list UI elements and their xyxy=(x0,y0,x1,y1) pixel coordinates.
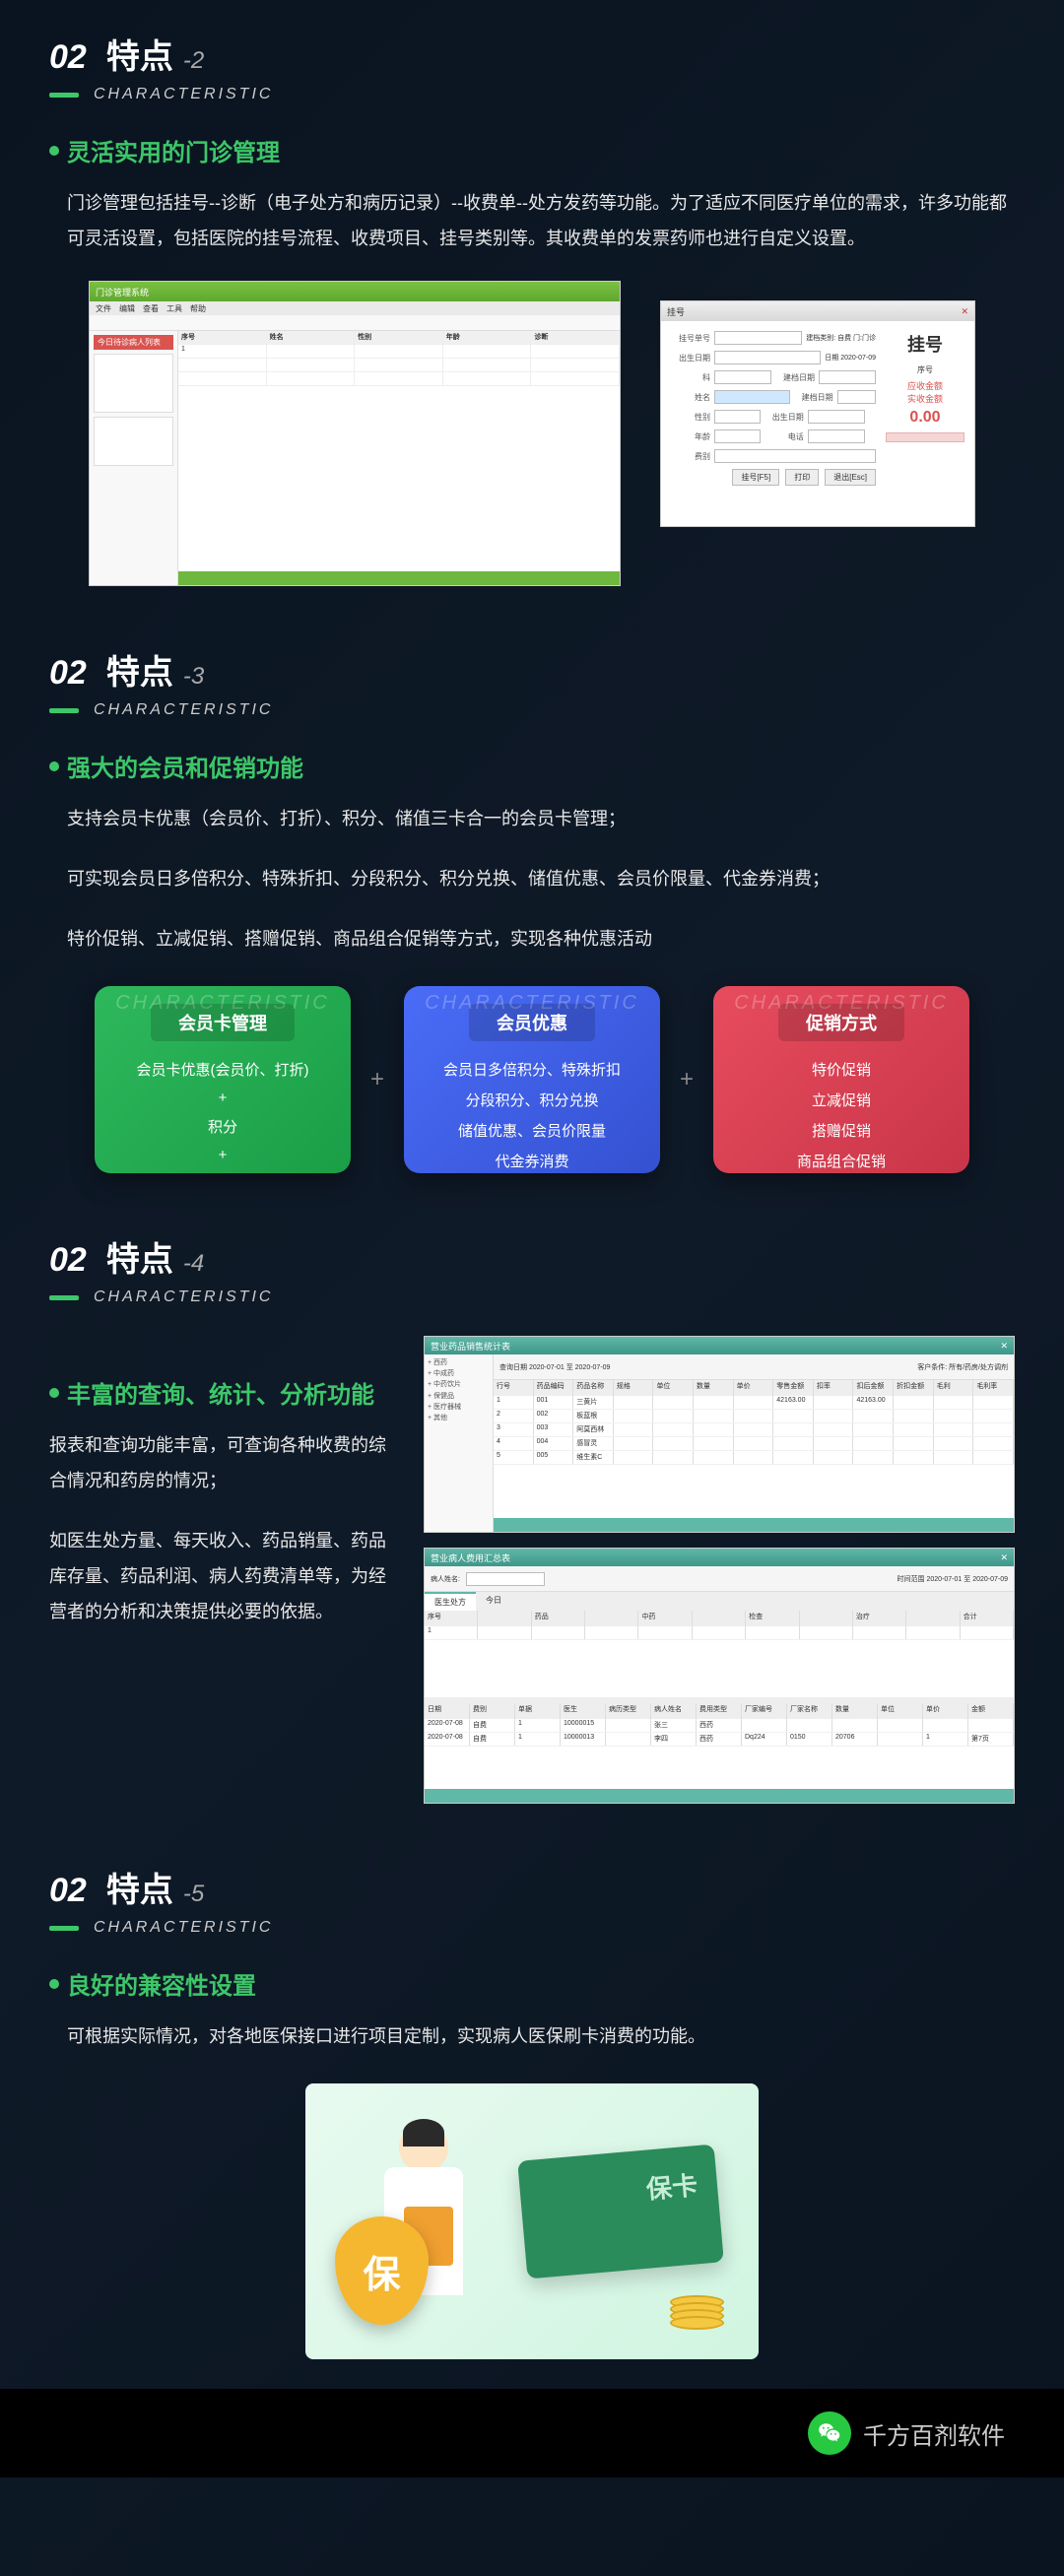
sales-stats-window: 营业药品销售统计表 ✕ + 西药 + 中成药 + 中药饮片 + 保健品 + 医疗… xyxy=(424,1336,1015,1533)
section-header: 02 特点 -2 xyxy=(49,30,1015,78)
section-feature-5: 02 特点 -5 CHARACTERISTIC 良好的兼容性设置 可根据实际情况… xyxy=(0,1833,1064,2389)
main-grid-area: 序号 姓名 性别 年龄 诊断 1 xyxy=(178,331,620,585)
feature-title: 强大的会员和促销功能 xyxy=(67,749,303,783)
feature-title-row: 灵活实用的门诊管理 xyxy=(49,133,1015,167)
section-feature-4: 02 特点 -4 CHARACTERISTIC 丰富的查询、统计、分析功能 报表… xyxy=(0,1203,1064,1833)
section-title: 特点 xyxy=(106,30,173,78)
stats-screenshots: 营业药品销售统计表 ✕ + 西药 + 中成药 + 中药饮片 + 保健品 + 医疗… xyxy=(424,1336,1015,1804)
member-discount-card: CHARACTERISTIC 会员优惠 会员日多倍积分、特殊折扣 分段积分、积分… xyxy=(404,986,660,1173)
window-titlebar: 营业病人费用汇总表 ✕ xyxy=(425,1549,1014,1566)
member-card-mgmt-card: CHARACTERISTIC 会员卡管理 会员卡优惠(会员价、打折) + 积分 … xyxy=(95,986,351,1173)
feature-cards-row: CHARACTERISTIC 会员卡管理 会员卡优惠(会员价、打折) + 积分 … xyxy=(49,986,1015,1173)
plus-icon: + xyxy=(370,1066,384,1093)
grid-header: 序号 姓名 性别 年龄 诊断 xyxy=(178,331,620,345)
filter-bar: 病人姓名: 时间范围 2020-07-01 至 2020-07-09 xyxy=(425,1566,1014,1592)
window-titlebar: 门诊管理系统 xyxy=(90,282,620,301)
insurance-card-graphic: 保卡 xyxy=(517,2145,724,2279)
dob-input[interactable] xyxy=(714,351,821,364)
feature-description: 门诊管理包括挂号--诊断（电子处方和病历记录）--收费单--处方发药等功能。为了… xyxy=(67,185,1015,256)
fee-type-select[interactable] xyxy=(714,449,876,463)
patient-name-input[interactable] xyxy=(466,1572,545,1586)
reg-no-input[interactable] xyxy=(714,331,802,345)
feature-title: 良好的兼容性设置 xyxy=(67,1966,256,2001)
window-menubar: 文件 编辑 查看 工具 帮助 xyxy=(90,301,620,315)
window-titlebar: 营业药品销售统计表 ✕ xyxy=(425,1337,1014,1354)
outpatient-window: 门诊管理系统 文件 编辑 查看 工具 帮助 今日待诊病人列表 序号 xyxy=(89,281,621,586)
registration-window: 挂号 ✕ 挂号单号建档类别: 自费 门:门诊 出生日期日期 2020-07-09… xyxy=(660,300,975,527)
registration-form: 挂号单号建档类别: 自费 门:门诊 出生日期日期 2020-07-09 科建档日… xyxy=(671,331,876,518)
tab-today[interactable]: 今日 xyxy=(476,1592,511,1611)
window-footer xyxy=(178,571,620,585)
accent-bar xyxy=(49,93,79,98)
window-toolbar xyxy=(90,315,620,331)
tab-doctor-rx[interactable]: 医生处方 xyxy=(425,1592,476,1611)
stats-text-column: 丰富的查询、统计、分析功能 报表和查询功能丰富，可查询各种收费的综合情况和药房的… xyxy=(49,1336,394,1654)
section-feature-2: 02 特点 -2 CHARACTERISTIC 灵活实用的门诊管理 门诊管理包括… xyxy=(0,0,1064,616)
stats-table: 行号药品编码药品名称规格单位数量单价零售金额扣率扣后金额折扣金额毛利毛利率 10… xyxy=(494,1380,1014,1518)
plus-icon: + xyxy=(680,1066,694,1093)
patient-cost-window: 营业病人费用汇总表 ✕ 病人姓名: 时间范围 2020-07-01 至 2020… xyxy=(424,1548,1015,1804)
shield-icon: 保 xyxy=(335,2216,429,2325)
patient-sidebar: 今日待诊病人列表 xyxy=(90,331,178,585)
section-subtitle-row: CHARACTERISTIC xyxy=(49,86,1015,103)
close-icon[interactable]: ✕ xyxy=(1000,1341,1008,1352)
window-titlebar: 挂号 ✕ xyxy=(661,301,974,321)
close-icon[interactable]: ✕ xyxy=(1000,1552,1008,1563)
dept-select[interactable] xyxy=(714,370,771,384)
feature-title: 丰富的查询、统计、分析功能 xyxy=(67,1375,374,1410)
sidebar-title: 今日待诊病人列表 xyxy=(94,335,173,350)
registration-summary: 挂号 序号 应收金额 实收金额 0.00 xyxy=(886,331,964,518)
screenshots-row: 门诊管理系统 文件 编辑 查看 工具 帮助 今日待诊病人列表 序号 xyxy=(89,281,1015,586)
registration-heading: 挂号 xyxy=(886,331,964,357)
section-subtitle: CHARACTERISTIC xyxy=(94,86,273,103)
section-num: 02 xyxy=(49,38,87,77)
feature-title: 灵活实用的门诊管理 xyxy=(67,133,280,167)
brand-name: 千方百剂软件 xyxy=(863,2416,1005,2451)
promotion-method-card: CHARACTERISTIC 促销方式 特价促销 立减促销 搭赠促销 商品组合促… xyxy=(713,986,969,1173)
insurance-illustration: 保卡 保 xyxy=(49,2083,1015,2359)
name-input[interactable] xyxy=(714,390,790,404)
gender-select[interactable] xyxy=(714,410,761,424)
filter-bar: 查询日期 2020-07-01 至 2020-07-09 客户条件: 所有/药房… xyxy=(494,1354,1014,1380)
category-tree[interactable]: + 西药 + 中成药 + 中药饮片 + 保健品 + 医疗器械 + 其他 xyxy=(425,1354,494,1532)
age-input[interactable] xyxy=(714,429,761,443)
close-icon[interactable]: ✕ xyxy=(961,306,968,317)
coins-graphic xyxy=(670,2302,724,2330)
print-button[interactable]: 打印 xyxy=(785,469,819,486)
section-suffix: -2 xyxy=(183,47,204,75)
wechat-icon xyxy=(808,2411,851,2455)
bullet-dot xyxy=(49,146,59,156)
brand-footer: 千方百剂软件 xyxy=(0,2389,1064,2477)
register-button[interactable]: 挂号[F5] xyxy=(732,469,779,486)
section-feature-3: 02 特点 -3 CHARACTERISTIC 强大的会员和促销功能 支持会员卡… xyxy=(0,616,1064,1203)
amount-display: 0.00 xyxy=(886,409,964,427)
exit-button[interactable]: 退出[Esc] xyxy=(825,469,876,486)
